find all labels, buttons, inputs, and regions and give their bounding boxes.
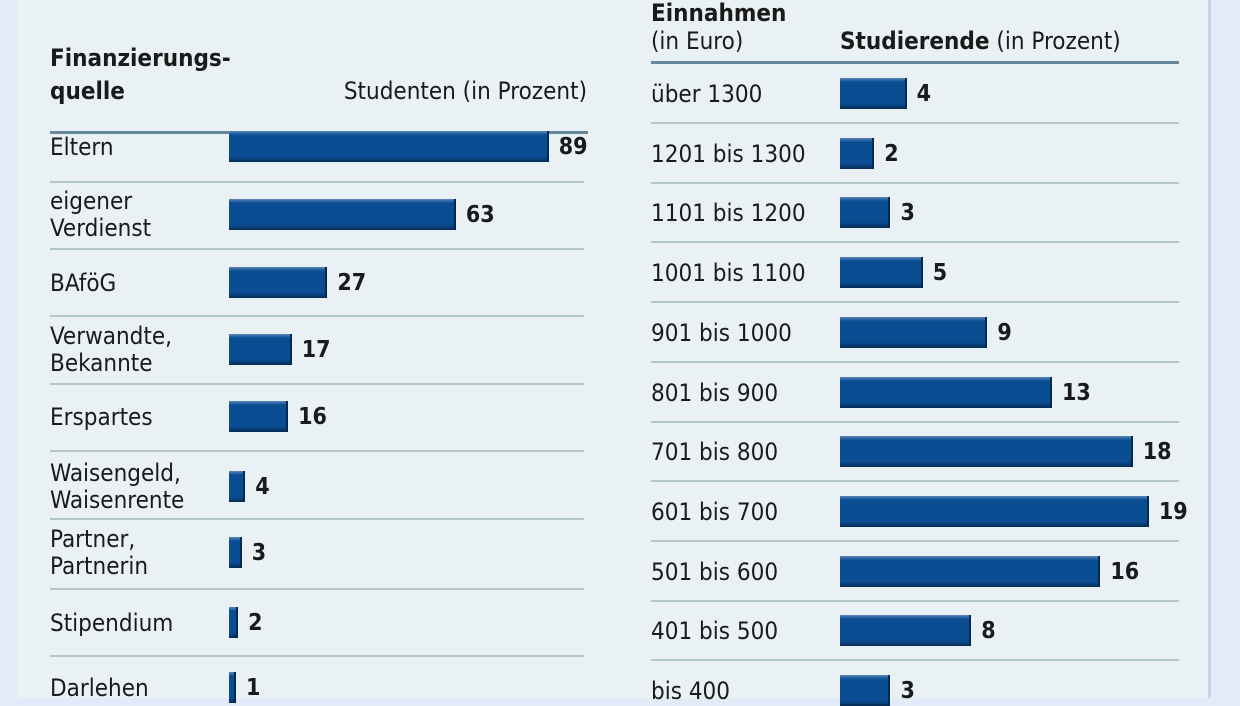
right-header-rule — [651, 61, 1179, 64]
bar — [840, 78, 905, 109]
row-separator — [651, 301, 1179, 303]
left-header-value: Studenten (in Prozent) — [343, 77, 587, 105]
left-header-category-line2: quelle — [50, 77, 125, 105]
bar — [840, 377, 1050, 408]
category-label: 1101 bis 1200 — [651, 199, 806, 227]
row-separator — [50, 315, 584, 317]
category-label: Bekannte — [50, 349, 153, 377]
right-header-category-line1: Einnahmen — [651, 0, 787, 27]
row-separator — [651, 122, 1179, 124]
right-header-category-line2: (in Euro) — [651, 27, 744, 55]
value-label: 4 — [255, 474, 270, 500]
row-separator — [50, 588, 584, 590]
value-label: 89 — [558, 134, 588, 160]
bar — [840, 675, 889, 706]
bar — [840, 556, 1099, 587]
value-label: 1 — [246, 675, 261, 701]
bar — [229, 131, 547, 162]
category-label: Verdienst — [50, 214, 152, 242]
row-separator — [50, 450, 584, 452]
category-label: Darlehen — [50, 674, 149, 702]
category-label: Eltern — [50, 133, 114, 161]
value-label: 3 — [900, 678, 915, 704]
row-separator — [50, 248, 584, 250]
value-label: 13 — [1061, 380, 1091, 406]
category-label: 501 bis 600 — [651, 558, 779, 586]
row-separator — [651, 600, 1179, 602]
value-label: 19 — [1158, 499, 1188, 525]
value-label: 3 — [251, 540, 267, 566]
value-label: 16 — [298, 404, 327, 430]
category-label: Stipendium — [50, 609, 174, 637]
bar — [840, 496, 1147, 527]
category-label: 1201 bis 1300 — [651, 140, 806, 168]
row-separator — [651, 659, 1179, 661]
category-label: 801 bis 900 — [651, 379, 779, 407]
bar — [840, 257, 921, 288]
row-separator — [50, 181, 584, 183]
row-separator — [50, 383, 584, 385]
row-separator — [651, 182, 1179, 184]
category-label: Erspartes — [50, 403, 153, 431]
bar — [229, 537, 240, 568]
bar — [229, 267, 326, 298]
left-header-category-line1: Finanzierungs- — [50, 44, 231, 72]
category-label: über 1300 — [651, 80, 763, 108]
value-label: 27 — [337, 270, 367, 296]
value-label: 2 — [884, 141, 899, 167]
bar — [840, 138, 873, 169]
value-label: 18 — [1142, 439, 1172, 465]
row-separator — [651, 540, 1179, 542]
category-label: Waisenrente — [50, 486, 185, 514]
category-label: Waisengeld, — [50, 459, 181, 487]
category-label: bis 400 — [651, 677, 731, 705]
category-label: Verwandte, — [50, 322, 172, 350]
value-label: 3 — [900, 200, 915, 226]
row-separator — [651, 361, 1179, 363]
value-label: 4 — [916, 81, 931, 107]
value-label: 16 — [1110, 559, 1140, 585]
category-label: Partner, — [50, 525, 136, 553]
right-header-value-bold: Studierende — [840, 27, 990, 55]
panel-edge — [1208, 0, 1211, 698]
bar — [229, 607, 237, 638]
bar — [229, 672, 234, 703]
category-label: 401 bis 500 — [651, 617, 779, 645]
category-label: BAföG — [50, 269, 117, 297]
category-label: 701 bis 800 — [651, 438, 779, 466]
value-label: 17 — [301, 337, 331, 363]
chart-panel — [17, 0, 1210, 698]
value-label: 2 — [248, 610, 263, 636]
row-separator — [651, 421, 1179, 423]
category-label: 601 bis 700 — [651, 498, 779, 526]
bar — [229, 199, 454, 230]
category-label: 901 bis 1000 — [651, 319, 792, 347]
bar — [229, 401, 287, 432]
category-label: 1001 bis 1100 — [651, 259, 806, 287]
value-label: 5 — [932, 260, 948, 286]
bar — [840, 436, 1131, 467]
row-separator — [651, 480, 1179, 482]
category-label: Partnerin — [50, 552, 149, 580]
row-separator — [50, 655, 584, 657]
bar — [840, 317, 986, 348]
value-label: 9 — [997, 320, 1012, 346]
value-label: 8 — [981, 618, 996, 644]
row-separator — [651, 241, 1179, 243]
right-header-value-rest: (in Prozent) — [989, 27, 1121, 55]
bar — [840, 197, 889, 228]
bar — [840, 615, 970, 646]
category-label: eigener — [50, 187, 133, 215]
bar — [229, 334, 290, 365]
row-separator — [50, 518, 584, 520]
value-label: 63 — [465, 202, 495, 228]
bar — [229, 471, 244, 502]
right-header-value: Studierende (in Prozent) — [840, 28, 1121, 54]
